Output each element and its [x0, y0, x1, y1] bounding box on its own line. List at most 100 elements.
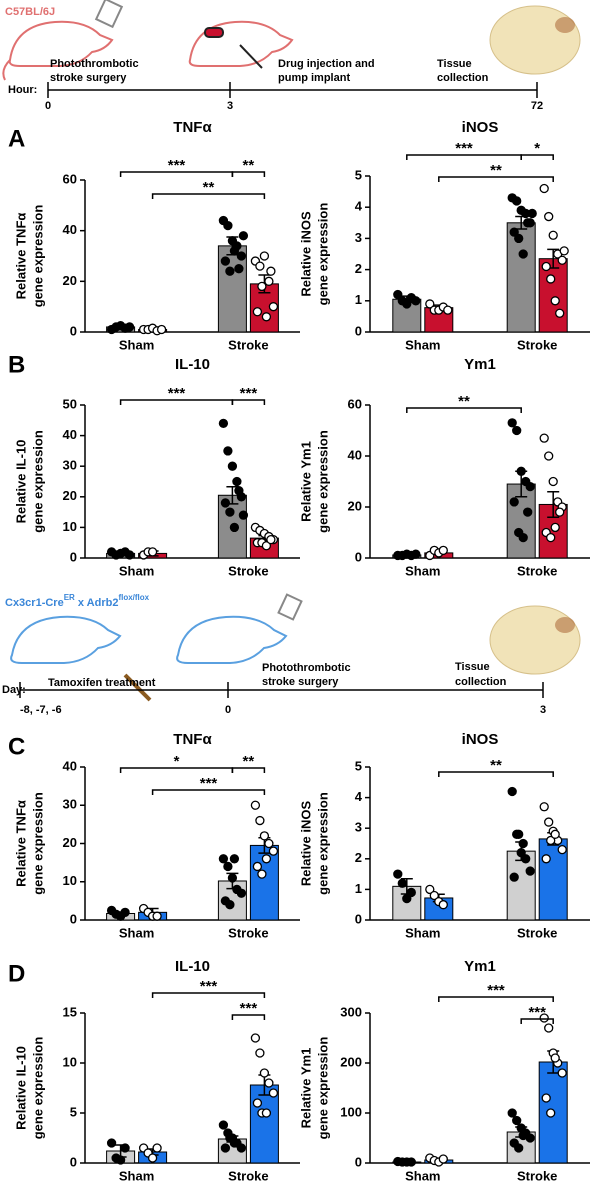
- significance-bracket: [151, 193, 266, 199]
- data-point: [223, 861, 233, 872]
- x-tick-label: Sham: [119, 925, 154, 940]
- data-point: [559, 246, 569, 256]
- event-label: Drug injection and: [278, 58, 375, 70]
- data-point: [539, 183, 549, 194]
- data-point: [227, 461, 238, 471]
- data-point: [229, 854, 240, 864]
- data-point: [516, 466, 526, 476]
- y-axis-label: Relative Ym1: [298, 441, 313, 522]
- data-point: [557, 255, 567, 265]
- data-point: [514, 233, 524, 244]
- data-point: [539, 802, 549, 812]
- y-tick-label: 200: [340, 1054, 362, 1069]
- data-point: [147, 547, 158, 557]
- chart-title: Ym1: [464, 958, 496, 975]
- data-point: [544, 1023, 554, 1033]
- event-label: stroke surgery: [262, 676, 339, 688]
- data-point: [518, 532, 528, 543]
- data-point: [518, 838, 528, 849]
- data-point: [438, 545, 448, 555]
- timeline-ticks: [19, 682, 544, 698]
- data-point: [514, 829, 524, 839]
- data-point: [509, 872, 519, 882]
- significance-bracket: [231, 399, 266, 405]
- data-point: [223, 220, 233, 231]
- y-tick-label: 20: [63, 273, 77, 288]
- y-tick-label: 40: [63, 758, 77, 773]
- y-tick-label: 2: [355, 850, 362, 865]
- data-point: [509, 227, 519, 237]
- event-label: Tissue: [437, 58, 472, 70]
- data-point: [257, 869, 267, 879]
- data-point: [220, 498, 231, 508]
- data-point: [223, 446, 233, 456]
- panel-letter: B: [8, 351, 25, 378]
- event-label: pump implant: [278, 72, 350, 84]
- y-tick-label: 5: [70, 1104, 77, 1119]
- y-tick-label: 10: [63, 519, 77, 534]
- data-point: [225, 507, 235, 517]
- data-point: [261, 1108, 272, 1118]
- event-label: collection: [437, 72, 489, 84]
- y-axis-label: Relative TNFα: [13, 213, 28, 300]
- event-label: stroke surgery: [50, 72, 127, 84]
- data-point: [218, 1120, 229, 1130]
- data-point: [225, 266, 235, 276]
- significance-label: **: [490, 757, 502, 774]
- data-point: [425, 299, 435, 309]
- data-point: [406, 1157, 416, 1167]
- significance-label: **: [243, 157, 255, 174]
- y-tick-label: 100: [340, 1104, 362, 1119]
- significance-label: ***: [240, 1000, 258, 1017]
- bar: [506, 850, 536, 921]
- x-tick-label: Stroke: [517, 925, 557, 940]
- data-point: [232, 476, 242, 487]
- event-label: Photothrombotic: [262, 662, 351, 674]
- data-point: [257, 281, 267, 292]
- y-tick-label: 5: [355, 758, 362, 773]
- timeline-tick: 3: [227, 100, 233, 112]
- chart-title: Ym1: [464, 356, 496, 373]
- significance-bracket: [151, 992, 266, 998]
- y-tick-label: 4: [355, 789, 363, 804]
- y-tick-label: 1: [355, 881, 362, 896]
- data-point: [539, 1013, 549, 1023]
- data-point: [259, 251, 270, 261]
- data-point: [518, 249, 528, 259]
- panel-letter: D: [8, 960, 25, 987]
- event-label: Tissue: [455, 661, 490, 673]
- y-tick-label: 30: [63, 458, 77, 473]
- y-tick-label: 0: [355, 1154, 362, 1169]
- timeline-ticks: [47, 82, 538, 98]
- data-point: [220, 256, 231, 266]
- data-point: [546, 835, 556, 846]
- data-point: [525, 866, 535, 876]
- data-point: [548, 230, 558, 240]
- data-point: [264, 838, 274, 849]
- y-axis-label: Relative iNOS: [298, 211, 313, 297]
- significance-bracket: [438, 176, 554, 182]
- y-tick-label: 30: [63, 797, 77, 812]
- y-axis-label: gene expression: [315, 792, 330, 895]
- significance-bracket: [231, 171, 266, 177]
- data-point: [512, 1115, 522, 1126]
- data-point: [411, 549, 421, 559]
- data-point: [120, 907, 130, 917]
- data-point: [402, 299, 412, 309]
- significance-label: **: [203, 179, 215, 196]
- data-point: [523, 507, 533, 517]
- data-point: [393, 289, 403, 300]
- timeline-axis-label: Hour:: [8, 84, 37, 96]
- significance-label: ***: [168, 385, 186, 402]
- data-point: [229, 246, 240, 256]
- data-point: [393, 869, 403, 879]
- y-tick-label: 4: [355, 199, 363, 214]
- timeline-axis-label: Day:: [2, 684, 26, 696]
- data-point: [252, 861, 263, 872]
- data-point: [523, 218, 533, 228]
- y-tick-label: 20: [63, 488, 77, 503]
- data-point: [550, 829, 560, 839]
- data-point: [238, 231, 249, 241]
- data-point: [255, 261, 265, 271]
- strain-part: Cx3cr1-Cre: [5, 597, 64, 609]
